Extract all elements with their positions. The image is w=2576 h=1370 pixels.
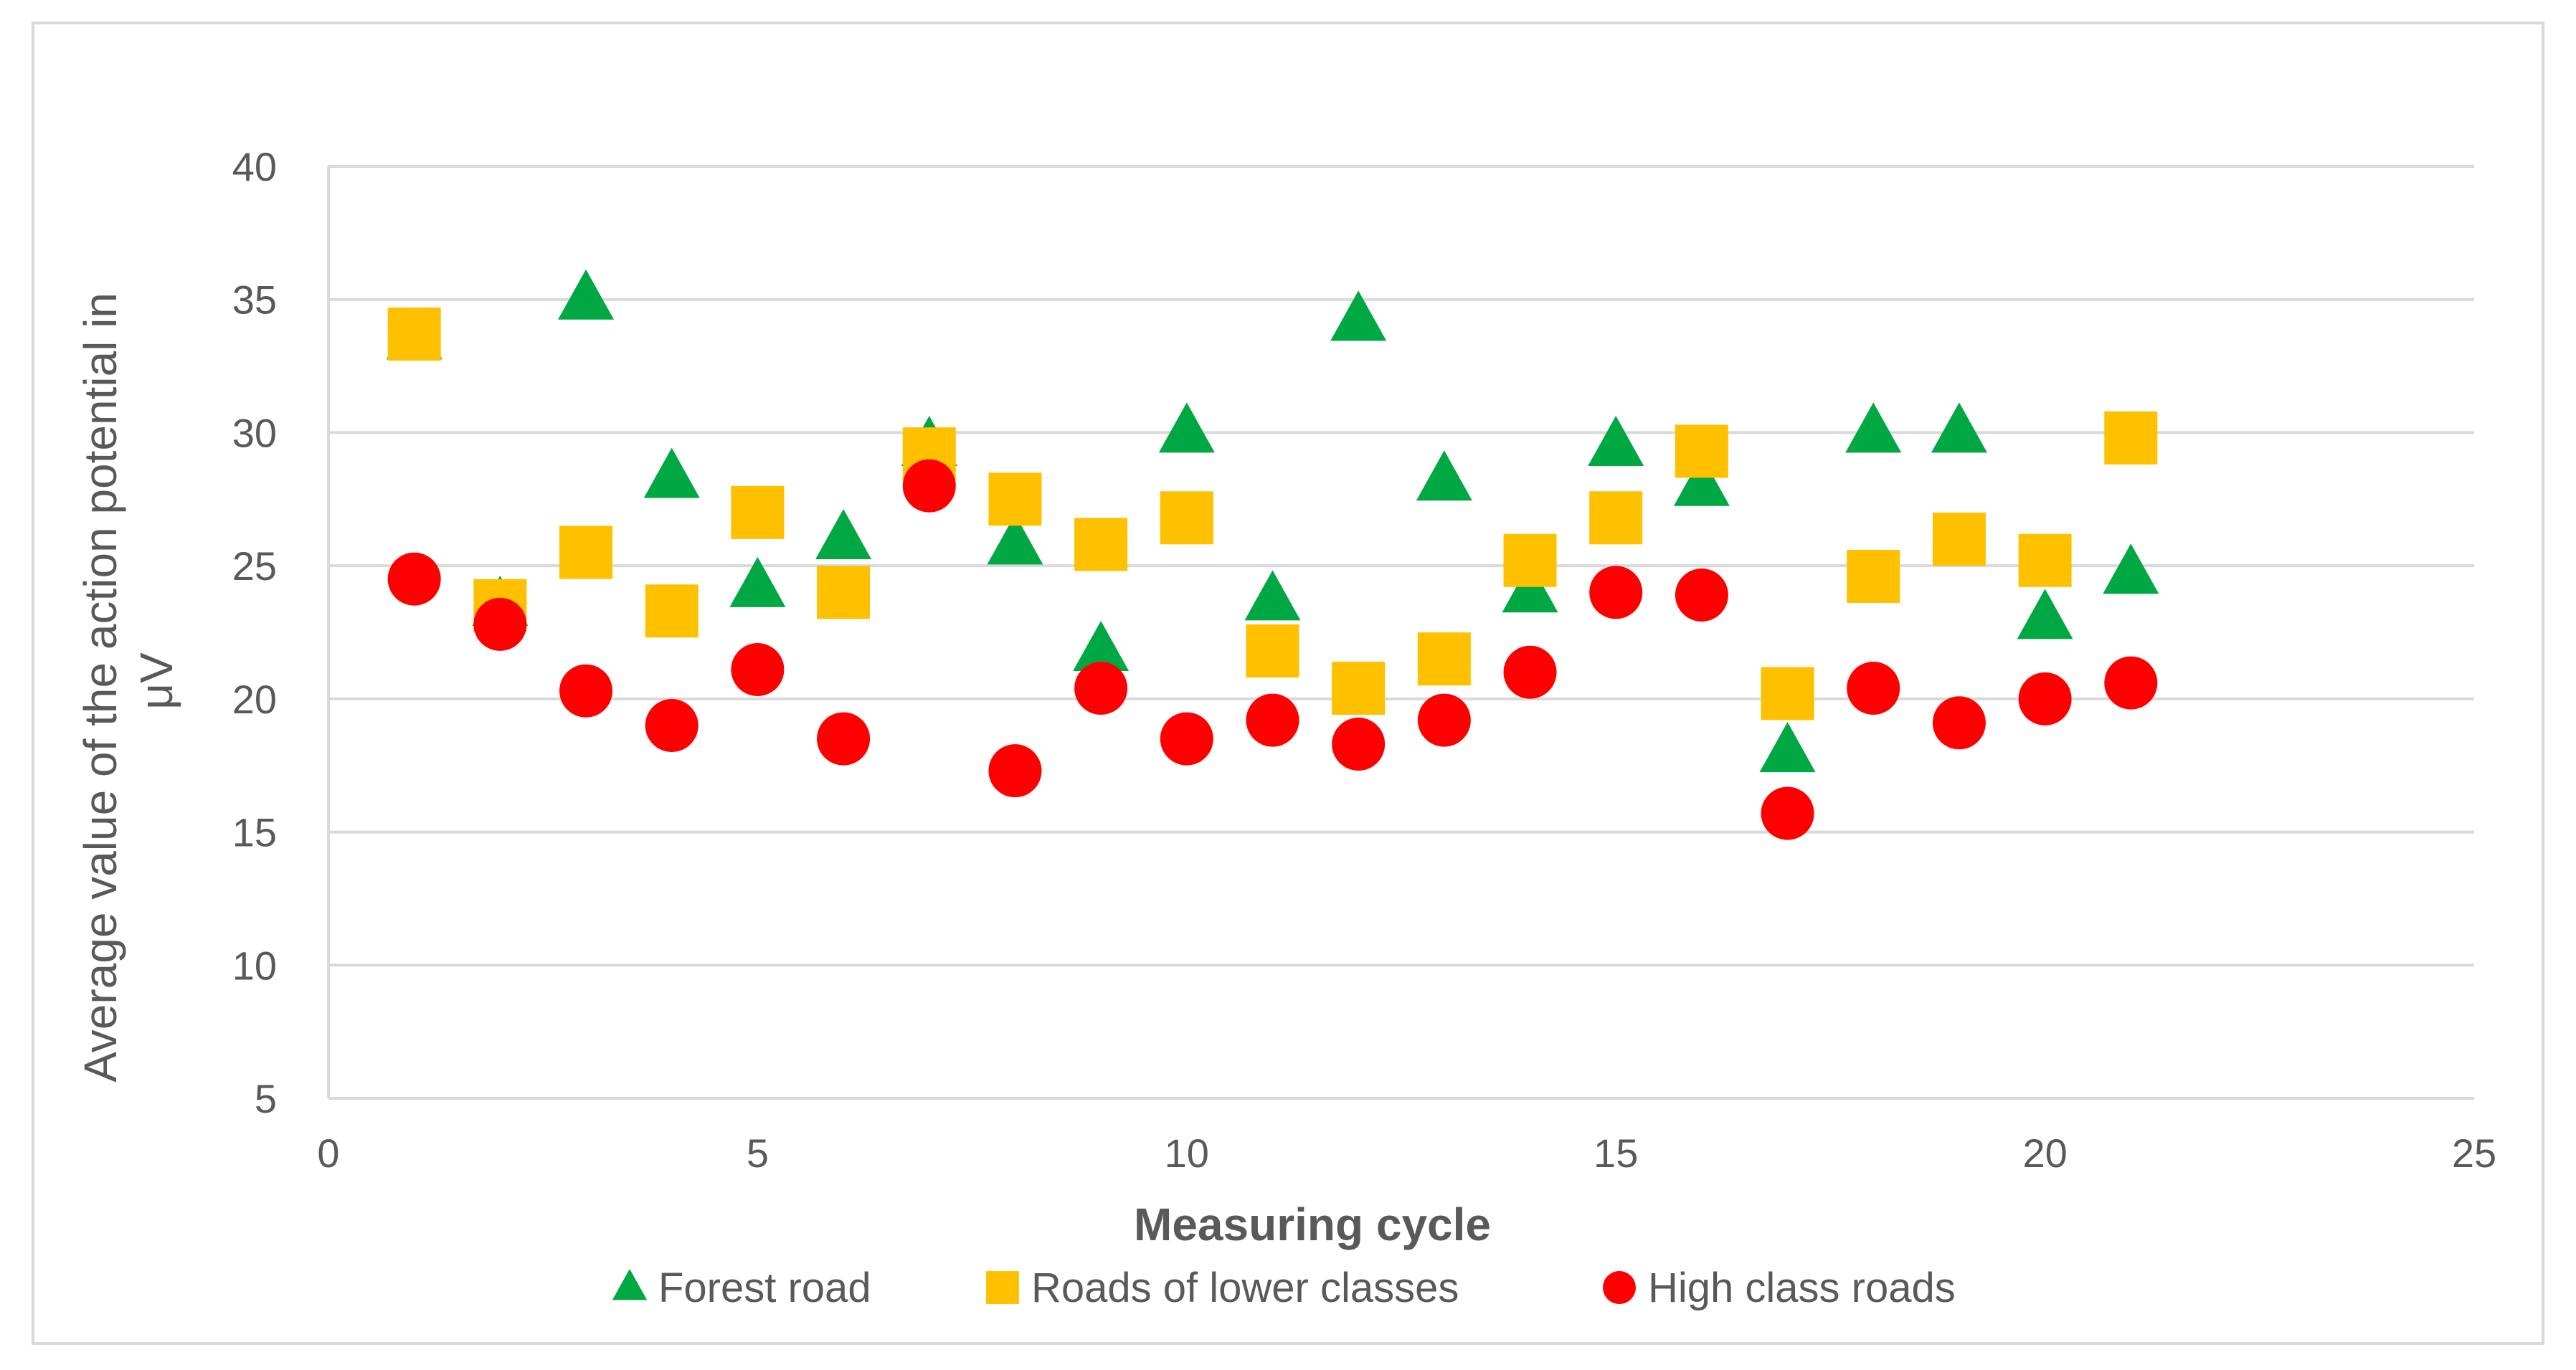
legend-marker-triangle <box>612 1268 648 1300</box>
forest-road-point <box>643 447 700 498</box>
high-class-road-point <box>645 699 699 752</box>
forest-road-point <box>1588 416 1644 466</box>
high-class-road-point <box>1761 786 1814 840</box>
lower-class-road-point <box>731 485 785 539</box>
y-tick-label: 40 <box>232 144 277 189</box>
high-class-road-point <box>473 597 527 651</box>
forest-road-point <box>1330 290 1387 341</box>
high-class-road-point <box>731 643 785 696</box>
forest-road-point <box>815 509 872 559</box>
forest-road-point <box>1502 562 1558 613</box>
y-tick-label: 20 <box>232 677 277 722</box>
high-class-road-point <box>902 459 956 513</box>
y-axis-title-line-1: Average value of the action potential in <box>75 292 126 1083</box>
forest-road-point <box>2017 589 2073 639</box>
legend-label: Forest road <box>658 1265 871 1311</box>
lower-class-road-point <box>1761 667 1814 720</box>
lower-class-road-point <box>387 308 441 361</box>
high-class-road-point <box>1246 693 1299 747</box>
x-tick-label: 10 <box>1165 1131 1209 1176</box>
legend-label: High class roads <box>1648 1265 1956 1311</box>
high-class-road-point <box>817 712 871 766</box>
lower-class-road-point <box>645 584 699 638</box>
high-class-road-point <box>1074 662 1128 715</box>
forest-road-point <box>1759 722 1816 773</box>
y-axis-title-line-2: μV <box>131 652 182 710</box>
high-class-road-point <box>1932 696 1986 750</box>
forest-road-point <box>1158 402 1215 453</box>
high-class-road-point <box>988 744 1042 798</box>
high-class-road-point <box>1847 662 1900 715</box>
x-tick-label: 15 <box>1594 1131 1638 1176</box>
lower-class-road-point <box>817 566 871 619</box>
high-class-road-point <box>1503 645 1557 699</box>
lower-class-road-point <box>2018 533 2072 587</box>
y-tick-label: 10 <box>232 943 277 988</box>
lower-class-road-point <box>1675 424 1728 478</box>
legend-marker-square <box>986 1271 1019 1304</box>
lower-class-road-point <box>1160 491 1213 545</box>
x-tick-label: 5 <box>747 1131 769 1176</box>
lower-class-road-point <box>1417 632 1471 686</box>
x-tick-label: 0 <box>317 1131 339 1176</box>
forest-road-point <box>558 269 615 320</box>
forest-road-point <box>2103 543 2159 594</box>
x-axis-title: Measuring cycle <box>1134 1199 1491 1250</box>
lower-class-road-point <box>1932 513 1986 566</box>
forest-road-point <box>1244 570 1301 621</box>
x-tick-label: 25 <box>2452 1131 2496 1176</box>
lower-class-road-point <box>1246 624 1299 677</box>
legend-label: Roads of lower classes <box>1031 1265 1459 1311</box>
forest-road-point <box>1416 450 1472 501</box>
high-class-road-point <box>559 664 613 718</box>
high-class-road-point <box>1332 718 1386 771</box>
data-points <box>386 269 2159 840</box>
lower-class-road-point <box>1589 491 1643 545</box>
gridlines <box>328 165 2474 967</box>
y-tick-label: 5 <box>255 1076 277 1121</box>
lower-class-road-point <box>1332 662 1386 715</box>
high-class-road-point <box>1417 693 1471 747</box>
forest-road-point <box>1073 621 1130 671</box>
legend-marker-circle <box>1603 1271 1636 1304</box>
y-tick-label: 15 <box>232 810 277 855</box>
lower-class-road-point <box>2104 411 2158 465</box>
legend: Forest road Roads of lower classes High cl… <box>612 1265 1956 1311</box>
y-tick-label: 35 <box>232 277 277 323</box>
y-tick-label: 30 <box>232 410 277 455</box>
high-class-road-point <box>1675 569 1728 622</box>
y-tick-label: 25 <box>232 543 277 589</box>
high-class-road-point <box>2018 672 2072 726</box>
high-class-road-point <box>387 552 441 606</box>
chart-border <box>32 22 2544 1345</box>
forest-road-point <box>1673 455 1730 506</box>
y-axis-title: Average value of the action potential in… <box>75 280 182 1083</box>
forest-road-point <box>1845 402 1902 453</box>
high-class-road-point <box>1589 566 1643 619</box>
forest-road-point <box>987 514 1043 565</box>
lower-class-road-point <box>1847 550 1900 603</box>
lower-class-road-point <box>1503 533 1557 587</box>
forest-road-point <box>729 556 786 607</box>
high-class-road-point <box>2104 656 2158 710</box>
lower-class-road-point <box>1074 518 1128 571</box>
x-tick-label: 20 <box>2022 1131 2067 1176</box>
high-class-road-point <box>1160 712 1213 766</box>
lower-class-road-point <box>559 525 613 579</box>
lower-class-road-point <box>988 472 1042 526</box>
forest-road-point <box>1931 402 1987 453</box>
